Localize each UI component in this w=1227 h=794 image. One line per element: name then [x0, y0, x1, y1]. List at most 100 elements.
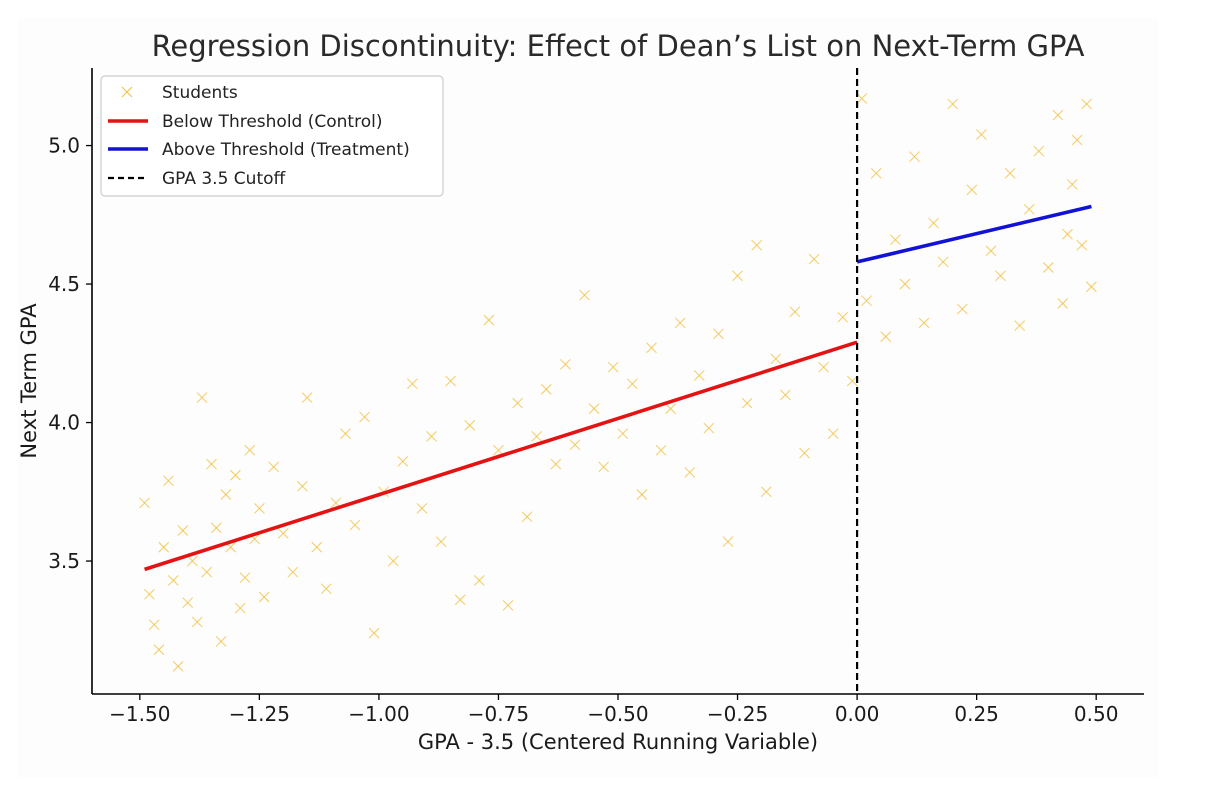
scatter-point	[187, 555, 198, 567]
x-tick-label: 0.25	[954, 702, 999, 726]
x-tick-label: −1.00	[348, 702, 409, 726]
scatter-point	[598, 461, 610, 473]
scatter-point	[937, 256, 949, 268]
scatter-point	[713, 328, 724, 340]
scatter-point	[870, 167, 882, 179]
scatter-point	[607, 361, 619, 373]
scatter-point	[1071, 134, 1083, 146]
scatter-point	[1033, 145, 1045, 157]
scatter-point	[277, 527, 289, 539]
control-fit-line	[144, 340, 858, 572]
scatter-point	[579, 289, 590, 301]
scatter-point	[311, 541, 323, 553]
scatter-point	[947, 98, 959, 110]
y-tick-label: 4.5	[48, 272, 80, 296]
scatter-point	[172, 660, 184, 672]
scatter-point	[521, 511, 533, 523]
scatter-point	[191, 616, 203, 628]
y-axis-label: Next Term GPA	[17, 303, 41, 459]
scatter-point	[268, 461, 280, 473]
legend-label-treatment: Above Threshold (Treatment)	[162, 140, 410, 160]
scatter-point	[770, 353, 782, 365]
scatter-point	[1014, 320, 1026, 331]
scatter-point	[531, 431, 543, 442]
x-tick-label: −1.50	[109, 702, 170, 726]
scatter-point	[617, 428, 629, 440]
legend-marker-students	[121, 86, 133, 98]
scatter-point	[143, 588, 155, 600]
scatter-point	[569, 439, 581, 451]
scatter-point	[626, 378, 638, 390]
legend-label-control: Below Threshold (Control)	[162, 112, 382, 132]
scatter-point	[693, 370, 705, 381]
scatter-point	[918, 317, 930, 329]
scatter-point	[741, 397, 753, 409]
scatter-point	[966, 184, 978, 196]
scatter-point	[1086, 281, 1097, 293]
scatter-point	[148, 619, 160, 631]
legend: Students Below Threshold (Control) Above…	[100, 75, 444, 197]
scatter-point	[139, 497, 150, 509]
scatter-point	[387, 555, 399, 567]
scatter-point	[889, 234, 901, 246]
scatter-point	[177, 525, 189, 536]
scatter-point	[1057, 298, 1069, 309]
scatter-point	[827, 428, 839, 440]
scatter-point	[153, 644, 165, 656]
scatter-point	[540, 383, 552, 395]
x-tick-label: −0.25	[707, 702, 768, 726]
scatter-point	[856, 93, 868, 104]
scatter-point	[416, 503, 428, 514]
scatter-point	[196, 392, 208, 404]
scatter-point	[239, 572, 251, 584]
scatter-point	[1062, 228, 1073, 240]
legend-label-cutoff: GPA 3.5 Cutoff	[162, 169, 287, 189]
scatter-point	[201, 566, 213, 578]
scatter-point	[880, 331, 892, 343]
scatter-point	[359, 411, 370, 423]
scatter-point	[215, 635, 227, 647]
scatter-point	[751, 239, 763, 251]
scatter-point	[1052, 109, 1064, 121]
scatter-point	[163, 475, 174, 487]
scatter-point	[1042, 262, 1054, 273]
scatter-point	[473, 575, 485, 586]
scatter-point	[182, 597, 194, 608]
scatter-point	[493, 444, 504, 456]
scatter-point	[588, 403, 600, 415]
scatter-point	[206, 458, 217, 470]
scatter-point	[1081, 98, 1093, 110]
scatter-point	[435, 536, 447, 548]
scatter-point	[301, 392, 313, 404]
scatter-point	[220, 489, 232, 500]
x-tick-label: −1.25	[229, 702, 290, 726]
scatter-point	[732, 270, 743, 282]
scatter-point	[899, 278, 911, 290]
scatter-point	[445, 375, 457, 387]
scatter-point	[684, 467, 696, 478]
scatter-point	[454, 594, 466, 606]
scatter-point	[1066, 178, 1078, 190]
scatter-point	[846, 375, 858, 387]
scatter-point	[406, 378, 418, 390]
treatment-fit-line	[856, 204, 1092, 264]
scatter-point	[985, 245, 997, 257]
scatter-point	[234, 602, 246, 614]
chart-title: Regression Discontinuity: Effect of Dean…	[152, 29, 1085, 63]
scatter-point	[340, 428, 351, 440]
x-tick-label: 0.50	[1074, 702, 1119, 726]
scatter-point	[1004, 167, 1016, 179]
scatter-point	[502, 599, 514, 611]
scatter-point	[253, 503, 265, 514]
scatter-point	[837, 311, 849, 323]
scatter-point	[1076, 239, 1088, 251]
scatter-point	[655, 444, 667, 456]
scatter-point	[368, 627, 380, 639]
x-tick-label: 0.00	[835, 702, 880, 726]
scatter-point	[349, 519, 361, 531]
scatter-point	[646, 342, 657, 354]
y-ticks: 3.5 4.0 4.5 5.0	[48, 134, 92, 573]
scatter-point	[636, 489, 648, 500]
scatter-point	[808, 253, 820, 265]
